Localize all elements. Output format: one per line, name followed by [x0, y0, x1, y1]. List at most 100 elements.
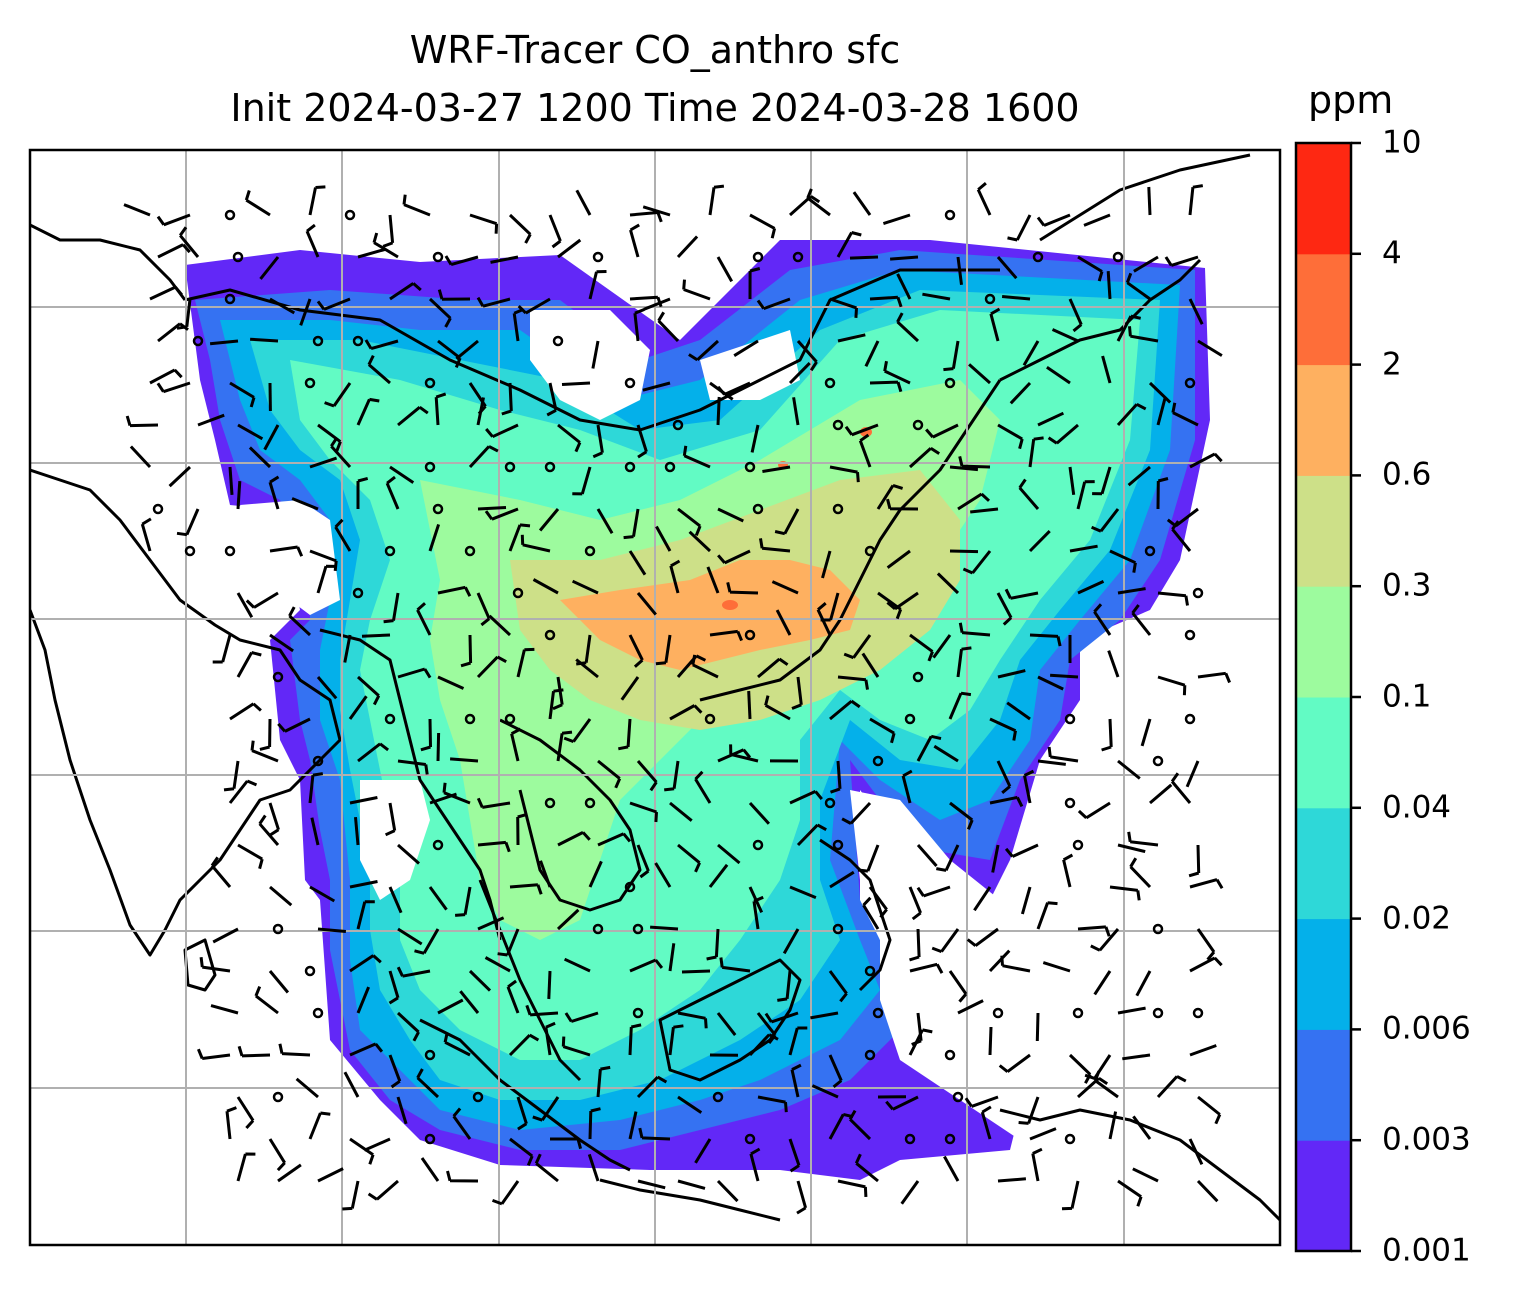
colorbar-bin: [1296, 364, 1351, 476]
calm-wind-marker: [904, 713, 916, 725]
wind-barb: [477, 916, 505, 931]
wind-barb: [468, 445, 499, 469]
colorbar-unit-label: ppm: [1308, 78, 1394, 122]
calm-wind-marker: [272, 1091, 284, 1103]
wind-barb: [657, 311, 680, 343]
wind-barb: [1157, 675, 1187, 696]
calm-wind-marker: [1184, 377, 1196, 389]
wind-barb: [557, 238, 582, 259]
wind-barb: [477, 506, 507, 511]
wind-barb: [869, 295, 903, 308]
wind-barb: [356, 476, 369, 509]
calm-wind-marker: [504, 461, 516, 473]
wind-barb: [356, 675, 381, 706]
calm-wind-marker: [1192, 1007, 1204, 1019]
calm-wind-marker: [544, 461, 556, 473]
wind-barb: [628, 550, 647, 576]
calm-wind-marker: [552, 335, 564, 347]
wind-barb: [550, 1137, 583, 1150]
wind-barb: [571, 579, 599, 595]
wind-barb: [901, 769, 913, 804]
wind-barb: [637, 1179, 666, 1190]
wind-barb: [791, 676, 803, 710]
wind-barb: [830, 760, 842, 794]
wind-barb: [454, 886, 472, 917]
wind-barb: [806, 188, 831, 217]
wind-barb: [1189, 878, 1224, 890]
wind-barb: [669, 801, 693, 822]
wind-barb: [664, 760, 680, 792]
calm-wind-marker: [344, 209, 356, 221]
coastline-newguinea: [999, 1108, 1280, 1222]
wind-barb: [1093, 1070, 1119, 1099]
wind-barb: [774, 508, 800, 536]
wind-barb: [485, 423, 519, 439]
wind-barb: [443, 1032, 471, 1057]
wind-barb: [1109, 549, 1137, 573]
wind-barb: [223, 760, 240, 792]
wind-barb: [367, 1179, 399, 1201]
wind-barb: [886, 549, 911, 569]
wind-barb: [484, 956, 511, 973]
wind-barb: [444, 255, 479, 267]
wind-barb: [254, 986, 279, 1015]
wind-barb: [588, 270, 607, 300]
wind-barb: [561, 1036, 591, 1057]
wind-barb: [1077, 801, 1111, 820]
wind-barb: [1047, 423, 1079, 445]
wind-barb: [506, 979, 520, 1014]
calm-wind-marker: [744, 461, 756, 473]
wind-barb: [1132, 1115, 1152, 1140]
calm-wind-marker: [984, 293, 996, 305]
wind-barb: [1037, 411, 1065, 427]
calm-wind-marker: [744, 1133, 756, 1145]
wind-barbs: [123, 182, 1231, 1215]
wind-barb: [250, 740, 279, 763]
wind-barb: [237, 1045, 271, 1058]
wind-barb: [636, 760, 658, 792]
wind-barb: [512, 308, 524, 342]
calm-wind-marker: [432, 251, 444, 263]
wind-barb: [852, 191, 872, 216]
wind-barb: [295, 1077, 319, 1099]
wind-barb: [1116, 402, 1147, 427]
wind-barb: [844, 423, 879, 437]
wind-barb: [837, 333, 866, 343]
calm-wind-marker: [432, 503, 444, 515]
coastline-java: [599, 1178, 781, 1222]
wind-barb: [620, 676, 640, 701]
wind-barb: [1117, 1179, 1143, 1207]
wind-barb: [1047, 746, 1079, 763]
wind-barb: [788, 1026, 808, 1056]
wind-barb: [349, 796, 378, 805]
wind-barb: [957, 999, 984, 1015]
wind-barb: [397, 405, 429, 427]
wind-barb: [841, 801, 872, 825]
wind-barb: [1031, 1147, 1043, 1182]
wind-barb: [749, 213, 777, 239]
wind-barb: [717, 549, 751, 565]
wind-barb: [748, 1033, 779, 1057]
wind-barb: [752, 895, 764, 930]
wind-barb: [1018, 478, 1040, 510]
calm-wind-marker: [744, 629, 756, 641]
coastline-myanmar: [319, 628, 502, 941]
coastline-korea-japan: [999, 258, 1202, 382]
wind-barb: [764, 695, 791, 721]
wind-barb: [655, 634, 672, 666]
wind-barb: [677, 1179, 706, 1190]
wind-barb: [1189, 1044, 1217, 1057]
calm-wind-marker: [872, 1007, 884, 1019]
wind-barb: [1108, 1111, 1118, 1140]
wind-barb: [237, 843, 264, 870]
wind-barb: [525, 1004, 559, 1017]
colorbar-tick-label: 0.001: [1382, 1232, 1471, 1269]
wind-barb: [716, 1179, 739, 1203]
wind-barb: [796, 1180, 808, 1215]
wind-barb: [628, 1023, 642, 1056]
wind-barb: [980, 1105, 992, 1140]
colorbar-tick-label: 0.1: [1382, 678, 1432, 715]
wind-barb: [788, 1138, 801, 1173]
wind-barb: [168, 465, 192, 488]
wind-barb: [869, 380, 903, 393]
